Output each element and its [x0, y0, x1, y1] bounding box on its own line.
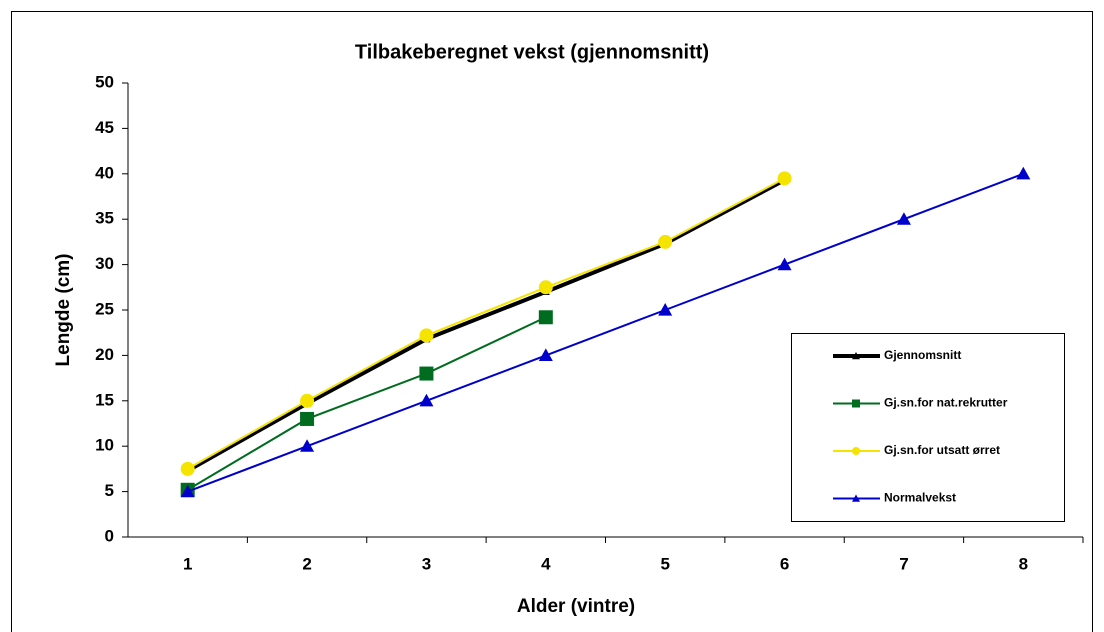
y-tick-label: 20	[95, 345, 114, 364]
marker	[777, 171, 792, 186]
x-tick-label: 4	[541, 554, 551, 573]
y-axis-label: Lengde (cm)	[53, 254, 74, 367]
y-tick-label: 50	[95, 72, 114, 91]
legend-label: Normalvekst	[884, 491, 956, 505]
y-tick-label: 15	[95, 390, 114, 409]
series-line	[187, 316, 547, 491]
marker	[538, 280, 553, 295]
y-tick-label: 35	[95, 209, 114, 228]
x-tick-label: 8	[1019, 554, 1028, 573]
marker	[419, 393, 434, 407]
marker	[852, 352, 860, 360]
marker	[300, 439, 315, 452]
marker	[1016, 166, 1031, 180]
series-line	[187, 177, 786, 470]
marker	[658, 234, 673, 249]
marker	[658, 303, 673, 316]
marker	[180, 461, 195, 476]
y-tick-label: 5	[105, 481, 114, 500]
marker	[300, 411, 315, 426]
x-tick-label: 5	[660, 554, 669, 573]
marker	[538, 348, 553, 361]
y-tick-label: 30	[95, 254, 114, 273]
series-line	[186, 178, 786, 473]
y-tick-label: 0	[105, 526, 114, 545]
x-tick-label: 7	[899, 554, 908, 573]
marker	[538, 310, 553, 325]
marker	[852, 494, 860, 502]
marker	[180, 484, 195, 498]
x-axis-label: Alder (vintre)	[517, 596, 635, 617]
y-tick-label: 25	[95, 299, 114, 318]
legend-label: Gjennomsnitt	[884, 348, 961, 362]
x-tick-label: 1	[183, 554, 192, 573]
legend-label: Gj.sn.for nat.rekrutter	[884, 396, 1008, 410]
y-tick-label: 45	[95, 118, 114, 137]
chart-title: Tilbakeberegnet vekst (gjennomsnitt)	[355, 41, 709, 63]
legend-box	[791, 333, 1065, 522]
marker	[777, 257, 792, 271]
marker	[419, 328, 434, 343]
series-line	[187, 172, 1024, 493]
marker	[419, 366, 434, 381]
marker	[852, 399, 860, 408]
y-tick-label: 10	[95, 436, 114, 455]
x-tick-label: 2	[302, 554, 311, 573]
legend-label: Gj.sn.for utsatt ørret	[884, 443, 1000, 457]
marker	[852, 447, 860, 455]
x-tick-label: 6	[780, 554, 789, 573]
marker	[896, 212, 911, 225]
x-tick-label: 3	[422, 554, 431, 573]
y-tick-label: 40	[95, 163, 114, 182]
marker	[300, 393, 315, 408]
